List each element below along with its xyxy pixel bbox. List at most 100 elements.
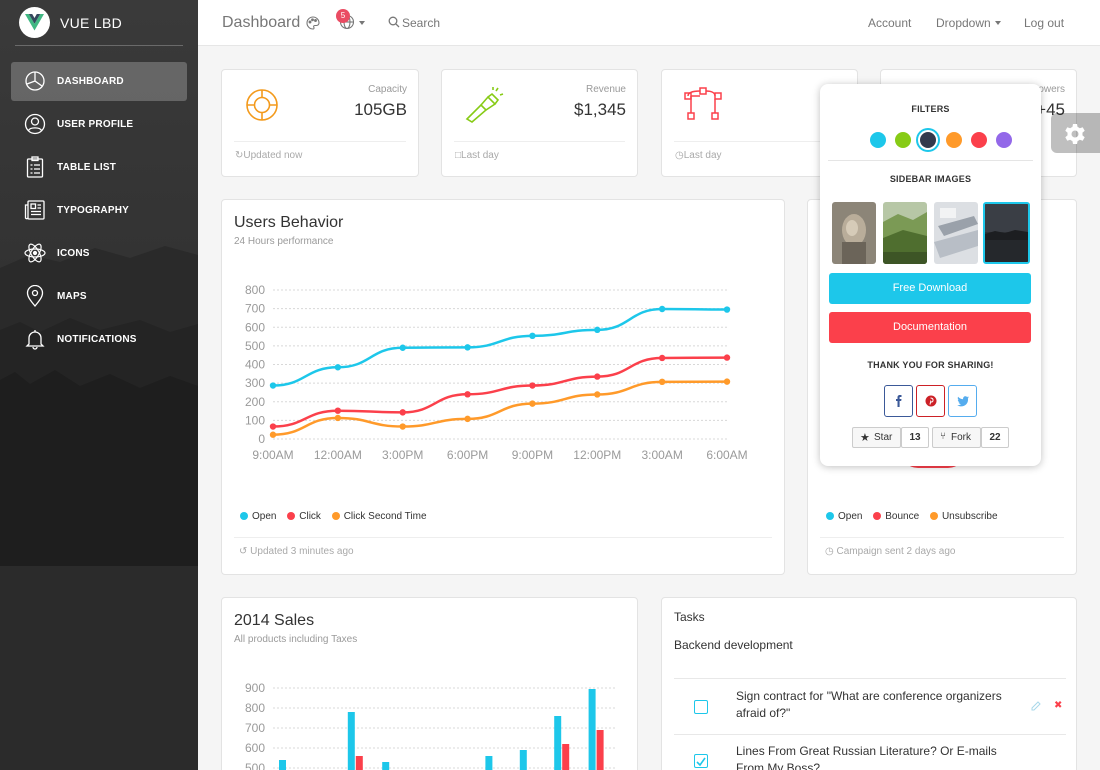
filters-heading: FILTERS [911,104,950,114]
filter-swatch-black[interactable] [920,132,936,148]
filter-swatch-green[interactable] [895,132,911,148]
filter-swatch-cyan[interactable] [870,132,886,148]
twitter-share-button[interactable] [948,385,977,417]
y-tick-label: 700 [245,721,265,735]
y-tick-label: 700 [245,302,265,316]
legend-click: Click [287,511,321,522]
facebook-share-button[interactable] [884,385,913,417]
legend-unsubscribe: Unsubscribe [929,511,998,522]
github-star-button[interactable]: ★ Star [852,427,901,448]
task-row: Lines From Great Russian Literature? Or … [674,734,1066,770]
bar [382,762,390,770]
legend-open: Open [826,511,862,522]
documentation-button[interactable]: Documentation [829,312,1031,343]
data-point [594,326,601,334]
y-tick-label: 0 [258,432,265,446]
notification-badge: 5 [336,9,350,23]
data-point [594,373,601,380]
sidebar-image-thumb-3[interactable] [934,202,978,264]
sidebar-background-image [0,0,198,566]
data-point [269,431,277,438]
data-point [464,391,471,398]
filter-swatch-orange[interactable] [946,132,962,148]
caret-down-icon[interactable] [359,21,365,25]
task-checkbox[interactable] [694,700,708,714]
filter-swatch-purple[interactable] [996,132,1012,148]
sidebar-bottom [0,566,198,770]
data-point [723,354,731,361]
bar [588,689,596,770]
data-point [658,354,666,362]
x-tick-label: 12:00PM [573,448,621,462]
bell-icon [25,330,45,350]
data-point [399,423,406,430]
card-title: Tasks [674,610,705,624]
sidebar-image-thumb-2[interactable] [883,202,927,264]
y-tick-label: 800 [245,283,265,297]
sidebar-item-typography[interactable]: TYPOGRAPHY [0,191,198,230]
user-circle-icon [24,113,46,135]
data-point [399,344,406,351]
top-navbar: Dashboard 5 Search Account Dropdown Log … [198,0,1100,46]
github-fork-count[interactable]: 22 [981,427,1009,448]
sidebar-item-icons[interactable]: ICONS [0,234,198,273]
refresh-icon: ↻ [235,150,244,161]
sidebar-image-thumb-4[interactable] [983,202,1030,264]
facebook-icon [896,395,902,407]
check-icon [696,757,706,767]
users-behavior-chart: 0 100 200 300 400 500 600 700 800 9:00AM 12:00AM 3:… [245,283,748,462]
sidebar-item-dashboard[interactable]: DASHBOARD [0,62,198,101]
delete-icon[interactable]: ✖ [1054,700,1063,711]
data-point [464,415,471,423]
sidebar-item-table-list[interactable]: TABLE LIST [0,148,198,187]
github-fork-button[interactable]: ⑂ Fork [932,427,981,448]
search-link[interactable]: Search [402,16,441,30]
y-tick-label: 300 [245,376,265,390]
dropdown-link[interactable]: Dropdown [936,16,1001,30]
vector-icon [684,87,722,120]
fork-icon: ⑂ [940,431,946,442]
y-tick-label: 600 [245,741,265,755]
palette-icon[interactable] [306,16,320,30]
bar [596,730,604,770]
bar [554,716,562,770]
card-subtitle: Backend development [674,638,793,652]
star-label: Star [874,432,893,443]
y-tick-label: 100 [245,413,265,427]
brand[interactable]: VUE LBD [0,0,198,46]
clipboard-list-icon [26,156,44,178]
caret-down-icon [994,21,1001,25]
sidebar-item-maps[interactable]: MAPS [0,277,198,316]
search-icon[interactable] [388,16,400,28]
bar [485,756,493,770]
clock-icon: ◷ [675,150,684,161]
page-title[interactable]: Dashboard [222,14,301,31]
twitter-icon [957,396,969,407]
logout-link[interactable]: Log out [1024,16,1065,30]
sidebar-image-thumb-1[interactable] [832,202,876,264]
stat-card-capacity: Capacity 105GB ↻Updated now [221,69,419,177]
sidebar-item-user-profile[interactable]: USER PROFILE [0,105,198,144]
task-checkbox-checked[interactable] [694,754,708,768]
bar [347,712,355,770]
account-link[interactable]: Account [868,16,912,30]
pinterest-share-button[interactable] [916,385,945,417]
data-point [269,423,277,430]
edit-icon[interactable] [1031,701,1041,711]
sidebar-item-notifications[interactable]: NOTIFICATIONS [0,320,198,359]
github-star-count[interactable]: 13 [901,427,929,448]
sidebar-item-label: NOTIFICATIONS [57,334,137,345]
legend-click-second-time: Click Second Time [331,511,427,522]
sidebar: VUE LBD DASHBOARD USER PROFILE TABLE LIS… [0,0,198,770]
free-download-button[interactable]: Free Download [829,273,1031,304]
sidebar-item-label: TYPOGRAPHY [57,205,130,216]
data-point [723,306,731,313]
y-tick-label: 200 [245,395,265,409]
settings-toggle[interactable] [1051,113,1100,153]
data-point [334,414,342,422]
filter-swatch-red[interactable] [971,132,987,148]
stat-label: Revenue [585,84,626,95]
data-point [334,407,342,414]
stat-label: Capacity [368,84,407,95]
y-tick-label: 500 [245,339,265,353]
